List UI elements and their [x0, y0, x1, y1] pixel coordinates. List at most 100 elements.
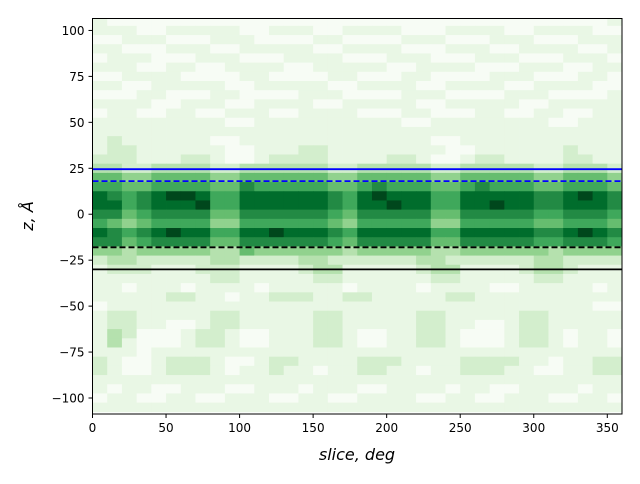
- heatmap-cell: [430, 246, 446, 256]
- heatmap-cell: [254, 237, 270, 247]
- heatmap-cell: [445, 80, 461, 91]
- heatmap-cell: [269, 246, 285, 256]
- heatmap-cell: [166, 356, 182, 367]
- heatmap-cell: [224, 273, 240, 284]
- heatmap-cell: [92, 329, 108, 339]
- heatmap-cell: [563, 182, 579, 192]
- heatmap-cell: [592, 35, 608, 45]
- heatmap-cell: [298, 25, 314, 36]
- heatmap-cell: [386, 310, 402, 321]
- heatmap-cell: [298, 80, 314, 91]
- heatmap-cell: [460, 310, 476, 321]
- heatmap-cell: [563, 62, 579, 73]
- heatmap-cell: [254, 356, 270, 367]
- heatmap-cell: [195, 338, 211, 348]
- heatmap-cell: [504, 255, 520, 266]
- heatmap-cell: [607, 356, 622, 367]
- heatmap-cell: [577, 292, 593, 302]
- heatmap-cell: [239, 25, 255, 36]
- heatmap-cell: [313, 80, 329, 91]
- heatmap-cell: [92, 154, 108, 165]
- heatmap-cell: [460, 347, 476, 358]
- heatmap-cell: [563, 44, 579, 54]
- heatmap-cell: [327, 384, 343, 394]
- heatmap-cell: [357, 18, 373, 27]
- heatmap-cell: [533, 402, 549, 413]
- heatmap-cell: [136, 136, 152, 146]
- heatmap-cell: [342, 365, 358, 376]
- heatmap-cell: [239, 108, 255, 119]
- heatmap-cell: [298, 62, 314, 73]
- heatmap-cell: [269, 209, 285, 220]
- heatmap-cell: [151, 319, 167, 330]
- heatmap-cell: [180, 145, 196, 155]
- heatmap-cell: [92, 319, 108, 330]
- heatmap-cell: [445, 136, 461, 146]
- heatmap-cell: [489, 18, 505, 27]
- heatmap-cell: [357, 228, 373, 238]
- heatmap-cell: [592, 393, 608, 404]
- heatmap-cell: [592, 136, 608, 146]
- heatmap-cell: [474, 154, 491, 165]
- heatmap-cell: [283, 154, 299, 165]
- heatmap-cell: [460, 292, 476, 302]
- heatmap-cell: [474, 375, 491, 385]
- heatmap-cell: [298, 246, 314, 256]
- heatmap-cell: [210, 90, 226, 100]
- heatmap-cell: [210, 393, 226, 404]
- heatmap-cell: [401, 338, 417, 348]
- heatmap-cell: [533, 18, 549, 27]
- heatmap-cell: [224, 393, 240, 404]
- heatmap-cell: [107, 237, 123, 247]
- heatmap-cell: [371, 117, 388, 128]
- heatmap-cell: [504, 80, 520, 91]
- heatmap-cell: [592, 62, 608, 73]
- heatmap-cell: [563, 99, 579, 109]
- heatmap-cell: [166, 182, 182, 192]
- heatmap-cell: [445, 347, 461, 358]
- heatmap-cell: [254, 365, 270, 376]
- heatmap-cell: [474, 246, 491, 256]
- heatmap-cell: [283, 338, 299, 348]
- heatmap-cell: [445, 126, 461, 137]
- heatmap-cell: [298, 145, 314, 155]
- heatmap-cell: [460, 35, 476, 45]
- heatmap-cell: [489, 310, 505, 321]
- heatmap-cell: [519, 108, 535, 119]
- heatmap-cell: [254, 108, 270, 119]
- heatmap-cell: [489, 402, 505, 413]
- heatmap-cell: [254, 136, 270, 146]
- heatmap-cell: [151, 18, 167, 27]
- heatmap-cell: [607, 71, 622, 82]
- heatmap-cell: [166, 347, 182, 358]
- heatmap-cell: [342, 255, 358, 266]
- heatmap-cell: [283, 228, 299, 238]
- heatmap-cell: [592, 310, 608, 321]
- heatmap-cell: [371, 393, 388, 404]
- heatmap-cell: [107, 145, 123, 155]
- heatmap-cell: [342, 356, 358, 367]
- heatmap-cell: [180, 136, 196, 146]
- heatmap-cell: [269, 117, 285, 128]
- heatmap-cell: [313, 62, 329, 73]
- heatmap-cell: [519, 365, 535, 376]
- heatmap-cell: [460, 44, 476, 54]
- heatmap-cell: [504, 384, 520, 394]
- heatmap-cell: [210, 145, 226, 155]
- heatmap-cell: [416, 283, 432, 293]
- heatmap-cell: [283, 53, 299, 64]
- heatmap-cell: [180, 108, 196, 119]
- heatmap-cell: [92, 90, 108, 100]
- heatmap-cell: [136, 53, 152, 64]
- heatmap-cell: [445, 402, 461, 413]
- heatmap-cell: [474, 218, 491, 229]
- heatmap-cell: [121, 62, 138, 73]
- heatmap-cell: [166, 62, 182, 73]
- heatmap-cell: [180, 255, 196, 266]
- heatmap-cell: [489, 393, 505, 404]
- heatmap-cell: [548, 347, 564, 358]
- heatmap-cell: [151, 292, 167, 302]
- heatmap-cell: [210, 172, 226, 183]
- heatmap-cell: [474, 172, 491, 183]
- heatmap-cell: [504, 301, 520, 312]
